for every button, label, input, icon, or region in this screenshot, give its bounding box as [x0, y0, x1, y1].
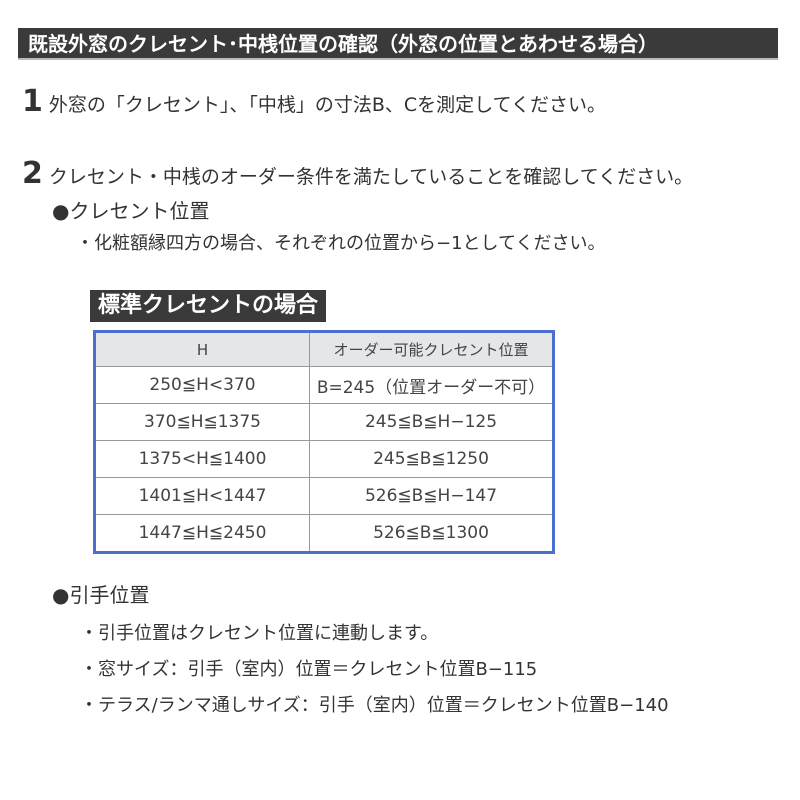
step-number: 2	[22, 156, 43, 191]
table-row: 370≦H≦1375 245≦B≦H−125	[94, 403, 554, 441]
table-row: 1447≦H≦2450 526≦B≦1300	[94, 514, 554, 553]
crescent-note: ・化粧額縁四方の場合、それぞれの位置から−1としてください。	[76, 233, 606, 254]
table-row: 1375<H≦1400 245≦B≦1250	[94, 440, 554, 478]
table-row: 250≦H<370 B=245（位置オーダー不可）	[94, 366, 554, 404]
step-text: 外窓の「クレセント」、「中桟」の寸法B、Cを測定してください。	[48, 94, 607, 116]
cell-position: 245≦B≦1250	[309, 440, 554, 478]
cell-position: 526≦B≦H−147	[309, 477, 554, 515]
header-position: オーダー可能クレセント位置	[309, 331, 554, 367]
handle-note: ・窓サイズ：引手（室内）位置＝クレセント位置B−115	[80, 659, 538, 680]
cell-h: 370≦H≦1375	[94, 403, 310, 441]
cell-h: 250≦H<370	[94, 366, 310, 404]
handle-heading: ●引手位置	[52, 583, 150, 607]
cell-h: 1447≦H≦2450	[94, 514, 310, 553]
handle-note: ・テラス/ランマ通しサイズ：引手（室内）位置＝クレセント位置B−140	[80, 695, 669, 716]
crescent-heading: ●クレセント位置	[52, 199, 210, 223]
step-text: クレセント・中桟のオーダー条件を満たしていることを確認してください。	[48, 166, 694, 188]
handle-note: ・引手位置はクレセント位置に連動します。	[80, 623, 439, 644]
step-1: 1 外窓の「クレセント」、「中桟」の寸法B、Cを測定してください。	[22, 84, 606, 119]
header-h: H	[94, 331, 310, 367]
cell-h: 1401≦H<1447	[94, 477, 310, 515]
section-title: 既設外窓のクレセント･中桟位置の確認（外窓の位置とあわせる場合）	[18, 28, 778, 60]
cell-position: 245≦B≦H−125	[309, 403, 554, 441]
cell-h: 1375<H≦1400	[94, 440, 310, 478]
cell-position: 526≦B≦1300	[309, 514, 554, 553]
table-row: 1401≦H<1447 526≦B≦H−147	[94, 477, 554, 515]
cell-position: B=245（位置オーダー不可）	[309, 366, 554, 404]
table-title: 標準クレセントの場合	[90, 290, 327, 322]
step-2: 2 クレセント・中桟のオーダー条件を満たしていることを確認してください。	[22, 156, 693, 191]
crescent-table: H オーダー可能クレセント位置 250≦H<370 B=245（位置オーダー不可）…	[93, 330, 555, 554]
step-number: 1	[22, 84, 43, 119]
table-header-row: H オーダー可能クレセント位置	[94, 331, 554, 367]
